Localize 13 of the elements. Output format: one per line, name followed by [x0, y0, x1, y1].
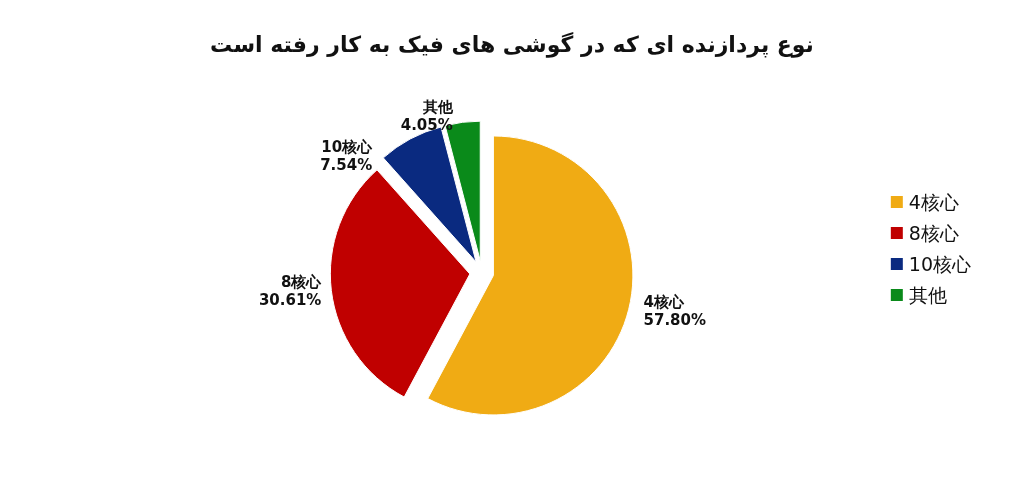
slice-label: 8核心 [280, 273, 323, 292]
legend-label: 其他 [908, 284, 947, 306]
data-label: 7.54% [320, 155, 373, 174]
slice-label: 4核心 [643, 292, 685, 311]
legend-label: 4核心 [908, 191, 959, 213]
legend-label: 10核心 [908, 253, 972, 275]
data-label: 4.05% [400, 116, 453, 135]
data-label: 57.80% [643, 310, 707, 329]
slice-label: 其他 [421, 98, 454, 117]
data-label: 30.61% [258, 291, 322, 310]
legend-label: 8核心 [908, 222, 959, 244]
slice-label: 10核心 [321, 137, 374, 156]
chart-title: نوع پردازنده ای که در گوشی های فیک به کار رفته است [210, 30, 814, 58]
